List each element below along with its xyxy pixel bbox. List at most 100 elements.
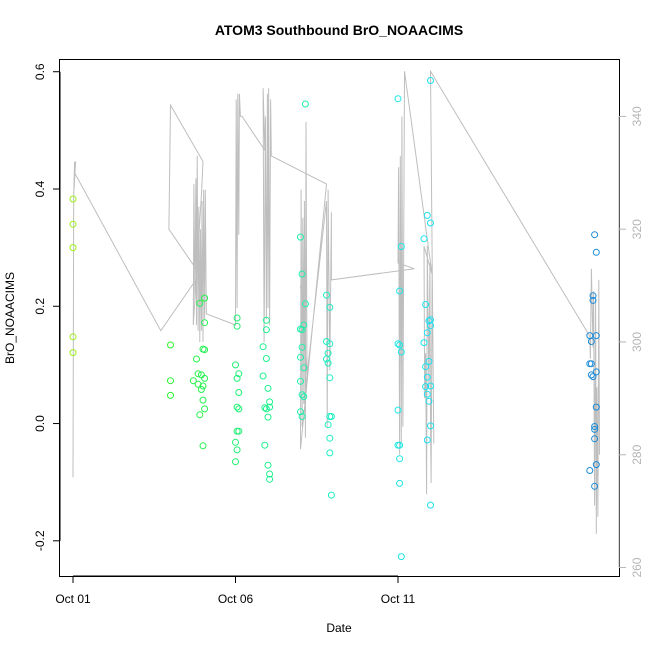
scatter-point — [422, 363, 430, 371]
scatter-point — [326, 434, 334, 442]
scatter-point — [591, 423, 599, 430]
right-tick-label: 340 — [630, 106, 644, 126]
scatter-point — [394, 406, 402, 414]
scatter-point — [167, 341, 174, 349]
scatter-point — [591, 231, 599, 239]
scatter-point — [201, 374, 209, 382]
scatter-point — [591, 435, 599, 443]
scatter-point — [586, 467, 594, 474]
scatter-point — [589, 292, 597, 300]
scatter-point — [266, 403, 274, 411]
scatter-point — [420, 235, 428, 243]
scatter-point — [396, 287, 404, 295]
scatter-point — [261, 404, 269, 412]
right-tick-label: 280 — [630, 444, 644, 464]
scatter-point — [397, 553, 405, 561]
scatter-point — [199, 442, 207, 450]
scatter-point — [201, 346, 209, 354]
scatter-point — [69, 244, 77, 252]
scatter-point — [300, 393, 308, 401]
scatter-point — [235, 370, 243, 378]
scatter-point — [264, 413, 272, 421]
scatter-point — [301, 100, 309, 108]
scatter-point — [427, 382, 434, 390]
left-tick-label: 0.0 — [33, 415, 47, 432]
scatter-point — [69, 349, 77, 357]
scatter-point — [298, 270, 306, 278]
scatter-point — [262, 355, 270, 362]
scatter-point — [193, 355, 200, 363]
scatter-point — [324, 359, 332, 367]
scatter-point — [233, 374, 241, 382]
scatter-point — [420, 339, 428, 347]
scatter-point — [196, 299, 204, 307]
scatter-point — [589, 373, 597, 381]
scatter-point — [326, 340, 334, 348]
scatter-point — [396, 441, 404, 449]
scatter-point — [592, 248, 600, 256]
scatter-point — [326, 374, 334, 382]
scatter-point — [196, 411, 204, 419]
scatter-point — [427, 316, 434, 324]
scatter-point — [425, 317, 433, 325]
scatter-point — [194, 370, 202, 378]
scatter-point — [422, 383, 430, 391]
right-tick-label: 320 — [630, 219, 644, 239]
scatter-point — [301, 300, 309, 308]
scatter-point — [232, 438, 239, 446]
scatter-point — [394, 95, 402, 103]
scatter-point — [396, 341, 404, 349]
scatter-point — [323, 291, 330, 299]
left-tick-label: 0.6 — [33, 63, 47, 80]
scatter-point — [300, 321, 308, 329]
scatter-point — [397, 348, 405, 356]
scatter-point — [232, 361, 239, 369]
scatter-point — [326, 303, 334, 311]
scatter-point — [233, 314, 241, 322]
scatter-point — [324, 421, 332, 429]
scatter-point — [69, 195, 77, 203]
scatter-point — [326, 449, 334, 457]
x-tick-label: Oct 11 — [381, 592, 416, 606]
scatter-point — [427, 77, 434, 84]
plot-area-frame — [59, 59, 620, 577]
scatter-point — [423, 211, 431, 219]
scatter-point — [587, 338, 595, 345]
scatter-point — [264, 384, 272, 392]
scatter-point — [69, 220, 77, 228]
scatter-point — [69, 333, 77, 341]
scatter-point — [262, 326, 270, 334]
scatter-point — [259, 343, 267, 351]
chart-title: ATOM3 Southbound BrO_NOAACIMS — [215, 22, 463, 38]
scatter-point — [261, 441, 269, 449]
scatter-point — [298, 326, 306, 334]
scatter-point — [189, 377, 197, 385]
scatter-point — [300, 364, 308, 372]
scatter-point — [592, 461, 600, 469]
scatter-point — [233, 446, 241, 454]
scatter-points-layer — [69, 77, 600, 561]
scatter-point — [427, 501, 434, 509]
scatter-point — [297, 353, 304, 361]
scatter-point — [297, 233, 304, 241]
scatter-point — [327, 491, 335, 499]
scatter-point — [201, 405, 209, 413]
line-series-0 — [72, 69, 600, 534]
scatter-point — [425, 397, 433, 405]
scatter-point — [324, 349, 332, 357]
scatter-point — [427, 219, 434, 227]
x-axis: Oct 01 Oct 06 Oct 11 — [55, 575, 416, 606]
x-axis-label: Date — [326, 621, 352, 635]
x-tick-label: Oct 06 — [218, 592, 254, 606]
scatter-point — [427, 422, 434, 430]
left-tick-label: 0.2 — [33, 298, 47, 315]
scatter-point — [266, 475, 274, 483]
scatter-point — [592, 368, 600, 376]
right-tick-label: 300 — [630, 332, 644, 352]
scatter-point — [422, 301, 430, 308]
left-tick-label: 0.4 — [33, 180, 47, 197]
left-y-axis: -0.2 0.0 0.2 0.4 0.6 — [33, 63, 61, 551]
x-tick-label: Oct 01 — [55, 592, 91, 606]
scatter-point — [199, 382, 207, 390]
